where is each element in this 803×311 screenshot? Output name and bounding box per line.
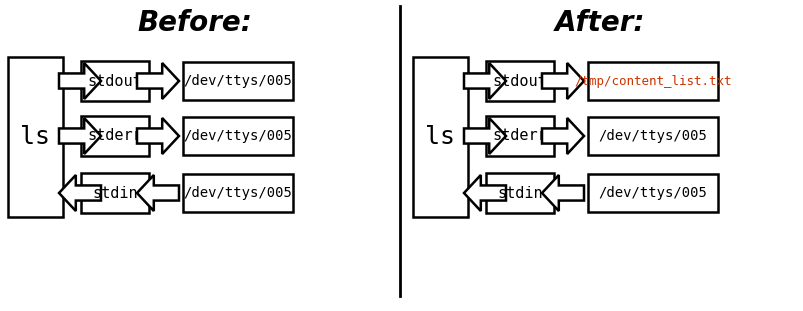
Text: stdout: stdout [88,73,142,89]
Text: /dev/ttys/005: /dev/ttys/005 [183,129,292,143]
Polygon shape [541,175,583,211]
Bar [81,173,149,213]
Text: /dev/ttys/005: /dev/ttys/005 [183,74,292,88]
Polygon shape [463,63,505,99]
Text: /dev/ttys/005: /dev/ttys/005 [597,186,707,200]
Polygon shape [59,175,101,211]
Bar [587,117,717,155]
Text: stdin: stdin [496,185,542,201]
Bar [81,61,149,101]
Bar [8,57,63,217]
Bar [183,117,292,155]
Text: ls: ls [20,125,51,149]
Bar [485,116,553,156]
Polygon shape [59,63,101,99]
Text: stderr: stderr [492,128,547,143]
Polygon shape [59,118,101,154]
Text: Before:: Before: [137,9,252,37]
Bar [413,57,467,217]
Bar [587,62,717,100]
Bar [183,174,292,212]
Text: ls: ls [425,125,455,149]
Bar [183,62,292,100]
Text: stderr: stderr [88,128,142,143]
Text: /tmp/content_list.txt: /tmp/content_list.txt [573,75,731,87]
Bar [587,174,717,212]
Bar [81,116,149,156]
Text: /dev/ttys/005: /dev/ttys/005 [183,186,292,200]
Polygon shape [137,175,179,211]
Polygon shape [463,175,505,211]
Polygon shape [137,118,179,154]
Text: After:: After: [554,9,645,37]
Polygon shape [541,118,583,154]
Text: /dev/ttys/005: /dev/ttys/005 [597,129,707,143]
Text: stdout: stdout [492,73,547,89]
Polygon shape [541,63,583,99]
Bar [485,61,553,101]
Polygon shape [137,63,179,99]
Text: stdin: stdin [92,185,137,201]
Polygon shape [463,118,505,154]
Bar [485,173,553,213]
